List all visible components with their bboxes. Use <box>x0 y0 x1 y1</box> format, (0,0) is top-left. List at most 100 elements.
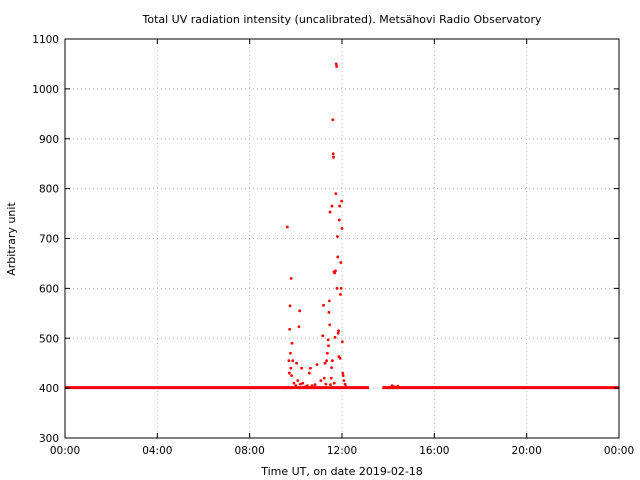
data-point <box>339 261 343 264</box>
data-point <box>338 356 342 360</box>
data-point <box>396 384 400 388</box>
y-tick-label: 1100 <box>32 34 59 46</box>
data-point <box>288 304 292 308</box>
data-point <box>330 204 334 208</box>
data-point <box>322 303 325 307</box>
data-point <box>290 374 294 378</box>
data-point <box>290 341 294 345</box>
data-point <box>335 65 339 68</box>
x-tick-label: 20:00 <box>512 445 542 457</box>
data-point <box>307 371 311 375</box>
y-tick-label: 1000 <box>32 84 59 96</box>
y-tick-label: 800 <box>39 184 59 196</box>
data-points <box>65 62 619 390</box>
data-point <box>339 286 343 290</box>
data-point <box>334 269 337 273</box>
data-point <box>313 383 317 387</box>
data-point <box>330 359 334 363</box>
data-point <box>340 340 344 344</box>
data-point <box>328 210 332 214</box>
y-tick-label: 300 <box>39 433 59 445</box>
data-point <box>326 338 330 342</box>
data-point <box>337 329 340 333</box>
data-point <box>325 351 329 355</box>
data-point <box>335 235 339 238</box>
data-point <box>285 225 289 229</box>
plot-frame <box>64 38 620 439</box>
data-point <box>319 379 323 383</box>
plot-area-border <box>64 38 620 439</box>
data-point <box>327 344 330 348</box>
y-tick-label: 500 <box>39 333 59 345</box>
data-point <box>286 385 290 389</box>
data-point <box>334 62 338 66</box>
data-point <box>332 381 336 385</box>
data-point <box>342 379 346 383</box>
data-point <box>336 331 340 335</box>
data-point <box>327 299 331 303</box>
data-point <box>330 366 334 370</box>
data-point <box>298 309 302 313</box>
data-point <box>296 379 300 383</box>
data-point <box>301 381 305 385</box>
data-point <box>289 277 293 280</box>
data-point <box>300 366 304 370</box>
data-point <box>331 152 335 156</box>
data-point <box>336 255 340 259</box>
data-point <box>287 359 291 363</box>
data-point <box>324 382 328 386</box>
x-tick-label: 00:00 <box>50 445 80 457</box>
x-axis-title: Time UT, on date 2019-02-18 <box>260 465 423 478</box>
data-point <box>295 361 299 365</box>
y-tick-label: 700 <box>39 234 59 246</box>
x-tick-label: 00:00 <box>604 445 634 457</box>
data-point <box>343 382 347 386</box>
data-point <box>291 359 295 363</box>
data-point <box>340 227 344 230</box>
data-point <box>332 155 335 159</box>
data-point <box>321 334 325 338</box>
y-tick-label: 600 <box>39 283 59 295</box>
data-point <box>323 361 327 365</box>
chart-title: Total UV radiation intensity (uncalibrat… <box>142 13 542 26</box>
data-point <box>327 310 331 314</box>
data-point <box>329 383 332 387</box>
data-point <box>331 118 335 122</box>
x-tick-label: 04:00 <box>142 445 172 457</box>
data-point <box>289 351 292 355</box>
data-point <box>334 192 338 196</box>
x-tick-label: 16:00 <box>419 445 449 457</box>
data-point <box>289 366 293 370</box>
data-point <box>310 384 314 388</box>
data-point <box>341 374 345 378</box>
x-tick-label: 08:00 <box>235 445 265 457</box>
data-point <box>305 384 309 388</box>
y-axis-title: Arbitrary unit <box>5 202 18 276</box>
data-point <box>340 199 344 203</box>
data-point <box>292 381 296 385</box>
data-point <box>339 292 342 296</box>
data-point <box>294 384 298 388</box>
gridlines <box>65 39 619 438</box>
tick-labels: 300 400 500 600 700 800 900 1000 1100 00:00 04:00 0… <box>32 34 634 457</box>
data-point <box>328 323 332 327</box>
data-point <box>309 366 312 370</box>
x-tick-label: 12:00 <box>327 445 357 457</box>
data-point <box>335 286 339 290</box>
data-point <box>287 371 291 375</box>
data-point <box>288 327 292 331</box>
data-point <box>338 204 342 208</box>
data-point <box>299 382 302 386</box>
data-point <box>322 376 326 380</box>
data-point <box>333 335 337 339</box>
data-point <box>325 359 329 363</box>
data-point <box>341 371 345 375</box>
data-point <box>315 363 319 367</box>
y-tick-label: 400 <box>39 383 59 395</box>
data-point <box>329 376 333 380</box>
data-point <box>344 385 348 389</box>
data-point <box>337 218 341 222</box>
y-tick-label: 900 <box>39 134 59 146</box>
data-point <box>297 325 301 329</box>
